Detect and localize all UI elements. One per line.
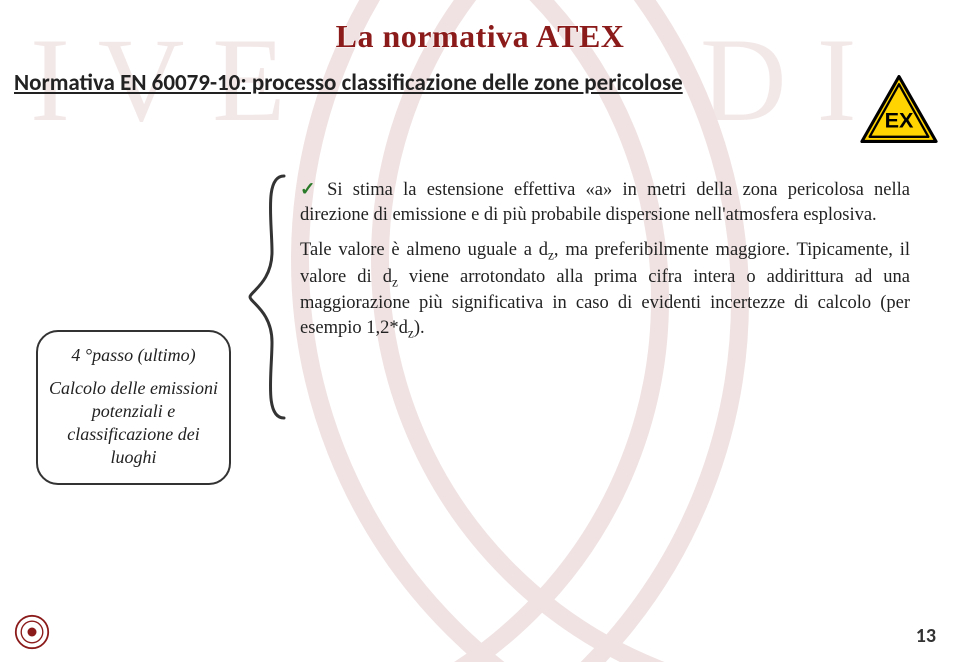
step-number: 4 °passo (ultimo)	[48, 344, 219, 367]
page-title: La normativa ATEX	[0, 0, 960, 55]
page-subtitle: Normativa EN 60079-10: processo classifi…	[14, 69, 960, 97]
description-text: ✓Si stima la estensione effettiva «a» in…	[300, 178, 910, 343]
paragraph-2: Tale valore è almeno uguale a dz, ma pre…	[300, 238, 910, 343]
check-icon: ✓	[300, 180, 321, 200]
step-description: Calcolo delle emissioni potenziali e cla…	[48, 377, 219, 469]
step-box: 4 °passo (ultimo) Calcolo delle emission…	[36, 330, 231, 485]
svg-text:EX: EX	[885, 108, 914, 133]
paragraph-1: Si stima la estensione effettiva «a» in …	[300, 180, 910, 225]
page-number: 13	[916, 624, 936, 648]
footer-seal-icon	[14, 614, 50, 650]
curly-brace-icon	[244, 172, 290, 422]
ex-warning-icon: EX	[860, 75, 938, 143]
